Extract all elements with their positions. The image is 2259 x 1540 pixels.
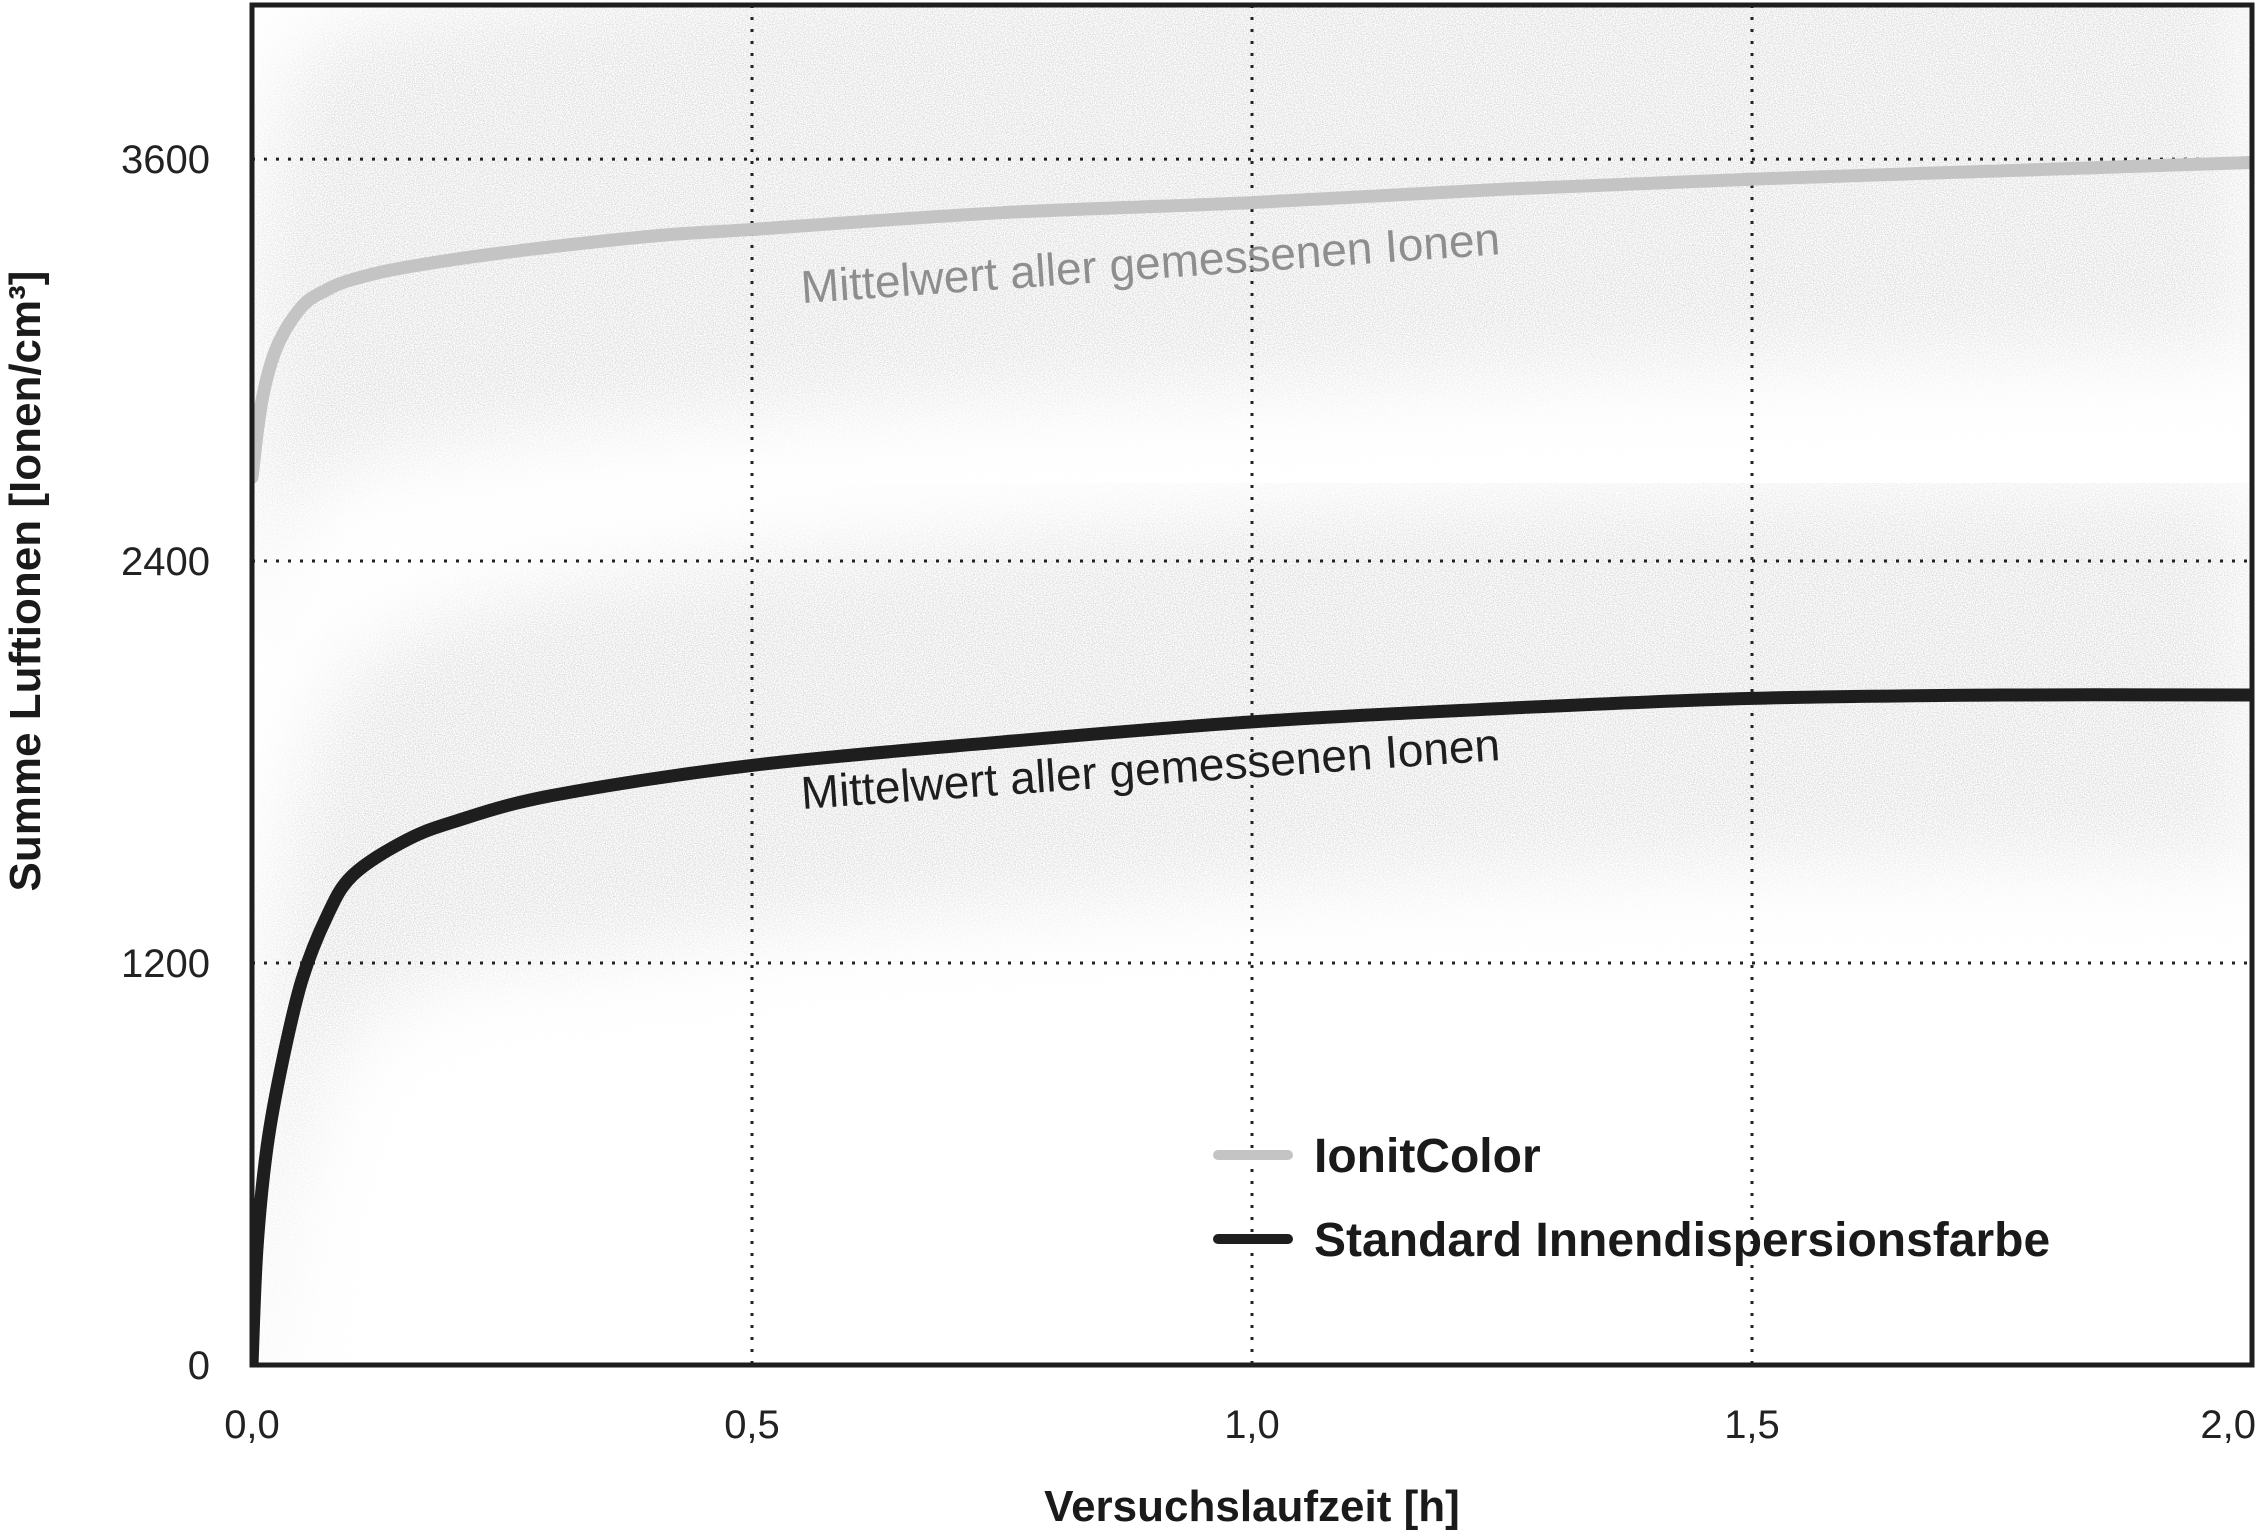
x-tick-label-2: 1,0: [1224, 1403, 1280, 1447]
series-line-ionitcolor: [252, 155, 2252, 484]
legend-label-ionitcolor: IonitColor: [1314, 1130, 1541, 1183]
x-tick-label-1: 0,5: [724, 1403, 780, 1447]
x-axis-label: Versuchslaufzeit [h]: [1044, 1482, 1460, 1531]
x-tick-label-0: 0,0: [224, 1403, 280, 1447]
plot-frame: [249, 2, 2255, 1368]
tick-labels: 0,0 0,5 1,0 1,5 2,0 0 1200 2400 3600: [121, 138, 2256, 1447]
y-axis-label: Summe Luftionen [Ionen/cm³]: [1, 271, 50, 892]
series-line-standard-innendispersionsfarbe: [252, 688, 2252, 1365]
y-tick-label-1: 1200: [121, 942, 210, 986]
legend: IonitColor Standard Innendispersionsfarbe: [1213, 1130, 2050, 1267]
band-ionitcolor: [252, 5, 2252, 665]
series-lines: [252, 155, 2252, 1365]
x-tick-label-3: 1,5: [1724, 1403, 1780, 1447]
y-tick-label-0: 0: [188, 1344, 210, 1388]
y-tick-label-3: 3600: [121, 138, 210, 182]
y-tick-label-2: 2400: [121, 540, 210, 584]
legend-label-standard-innendispersionsfarbe: Standard Innendispersionsfarbe: [1314, 1214, 2050, 1267]
x-tick-label-4: 2,0: [2200, 1403, 2256, 1447]
